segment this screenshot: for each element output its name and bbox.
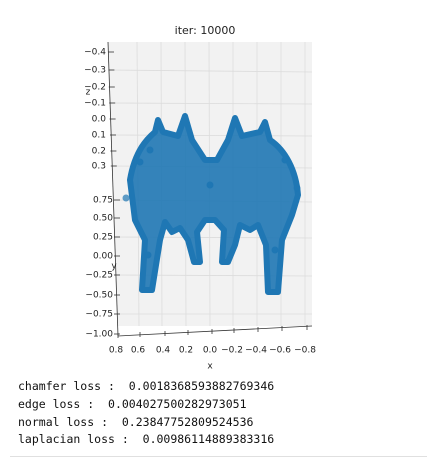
x-tick-label: −0.8 bbox=[294, 346, 316, 356]
z-tick-label: 0.0 bbox=[92, 115, 107, 125]
x-tick-label: 0.2 bbox=[179, 346, 193, 356]
log-label: normal loss : bbox=[18, 415, 115, 429]
z-tick-label: −0.1 bbox=[84, 99, 106, 109]
z-tick-label: 0.3 bbox=[92, 162, 106, 172]
log-value: 0.00986114889383316 bbox=[142, 432, 275, 446]
log-value: 0.0018368593882769346 bbox=[128, 379, 275, 393]
x-tick-label: −0.2 bbox=[221, 346, 243, 356]
x-tick-label: 0.8 bbox=[109, 346, 124, 356]
log-value: 0.23847752809524536 bbox=[121, 415, 254, 429]
log-line: laplacian loss : 0.00986114889383316 bbox=[18, 432, 274, 446]
log-value: 0.004027500282973051 bbox=[108, 397, 247, 411]
z-axis-label: z bbox=[86, 88, 91, 98]
x-tick-label: 0.4 bbox=[156, 346, 171, 356]
separator bbox=[10, 456, 427, 457]
log-label: laplacian loss : bbox=[18, 432, 136, 446]
y-tick-label: −0.75 bbox=[85, 310, 113, 320]
figure-title: iter: 10000 bbox=[175, 24, 236, 37]
y-axis-label: y bbox=[111, 262, 117, 272]
x-tick-label: 0.0 bbox=[203, 346, 218, 356]
y-tick-label: 0.50 bbox=[93, 214, 113, 224]
z-tick-label: 0.2 bbox=[92, 147, 106, 157]
point-cloud bbox=[122, 113, 301, 295]
y-tick-label: −0.25 bbox=[85, 271, 113, 281]
figure: iter: 10000 z y x −0.4 −0.3 −0.2 −0.1 0.0 0.1… bbox=[84, 24, 316, 372]
y-tick-label: −0.50 bbox=[85, 291, 113, 301]
log-line: edge loss : 0.004027500282973051 bbox=[18, 397, 247, 411]
y-tick-label: 0.25 bbox=[93, 233, 113, 243]
z-tick-label: −0.4 bbox=[84, 48, 106, 58]
y-tick-label: −1.00 bbox=[85, 330, 113, 340]
z-tick-label: −0.2 bbox=[84, 83, 106, 93]
log-line: normal loss : 0.23847752809524536 bbox=[18, 415, 253, 429]
z-tick-label: −0.3 bbox=[84, 66, 106, 76]
x-tick-label: 0.6 bbox=[131, 346, 146, 356]
log-line: chamfer loss : 0.0018368593882769346 bbox=[18, 379, 274, 393]
log-label: chamfer loss : bbox=[18, 379, 122, 393]
x-axis-label: x bbox=[207, 362, 213, 372]
log-label: edge loss : bbox=[18, 397, 102, 411]
y-tick-label: 0.00 bbox=[93, 252, 113, 262]
x-tick-label: −0.6 bbox=[269, 346, 291, 356]
y-tick-label: 0.75 bbox=[93, 196, 113, 206]
x-tick-label: −0.4 bbox=[245, 346, 267, 356]
z-tick-label: 0.1 bbox=[92, 131, 106, 141]
